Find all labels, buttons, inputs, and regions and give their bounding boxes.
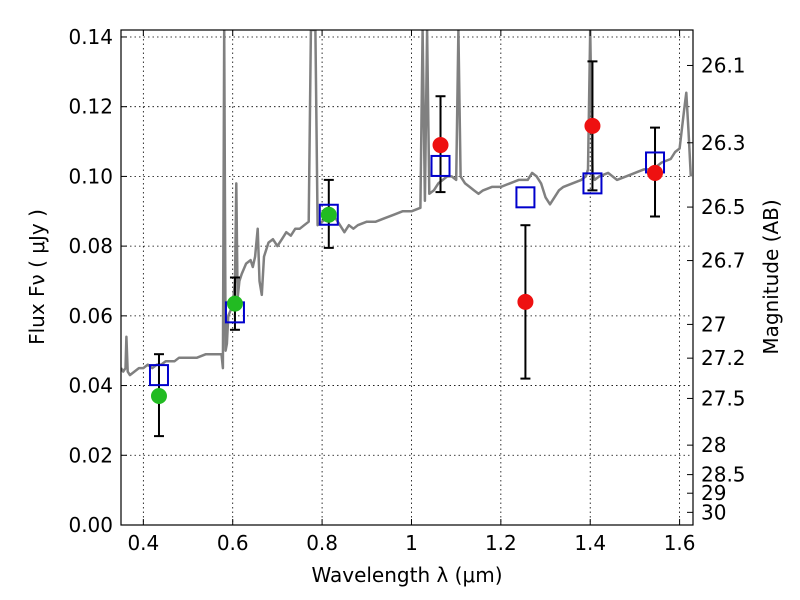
model-photometry-point xyxy=(582,172,603,195)
y2-tick-label: 26.5 xyxy=(701,195,746,219)
y2-tick-label: 27.5 xyxy=(701,386,746,410)
observed-photometry-point xyxy=(320,206,337,223)
y2-tick-label: 28.5 xyxy=(701,463,746,487)
y-tick-label: 0.02 xyxy=(68,443,113,467)
y-tick-label: 0.06 xyxy=(68,304,113,328)
y-tick-label: 0.00 xyxy=(68,513,113,537)
x-tick-label: 0.6 xyxy=(217,531,249,555)
y2-tick-label: 26.3 xyxy=(701,131,746,155)
y-tick-label: 0.12 xyxy=(68,95,113,119)
model-photometry-point xyxy=(430,154,451,177)
x-tick-label: 0.8 xyxy=(306,531,338,555)
y-tick-label: 0.08 xyxy=(68,234,113,258)
x-tick-label: 1 xyxy=(405,531,418,555)
model-photometry-point xyxy=(318,203,339,226)
x-tick-label: 0.4 xyxy=(127,531,159,555)
y2-tick-label: 26.1 xyxy=(701,53,746,77)
y-axis-label: Flux Fν ( μJy ) xyxy=(25,209,49,345)
y2-tick-label: 30 xyxy=(701,500,726,524)
observed-photometry-point xyxy=(226,295,243,312)
y2-tick-label: 28 xyxy=(701,433,726,457)
model-photometry-point xyxy=(515,186,536,209)
y2-axis-label: Magnitude (AB) xyxy=(759,199,783,354)
plot-area xyxy=(121,30,693,438)
y2-tick-label: 29 xyxy=(701,481,726,505)
y2-tick-label: 27 xyxy=(701,312,726,336)
observed-photometry-point xyxy=(647,164,664,181)
observed-photometry-point xyxy=(432,137,449,154)
x-tick-label: 1.6 xyxy=(664,531,696,555)
y2-tick-label: 27.2 xyxy=(701,346,746,370)
x-tick-label: 1.4 xyxy=(574,531,606,555)
plot-frame xyxy=(120,29,694,526)
model-photometry-point xyxy=(148,364,169,387)
model-spectrum-line xyxy=(121,30,693,377)
y-tick-label: 0.14 xyxy=(68,25,113,49)
x-tick-label: 1.2 xyxy=(485,531,517,555)
y2-tick-label: 26.7 xyxy=(701,249,746,273)
y-tick-label: 0.04 xyxy=(68,374,113,398)
observed-photometry-point xyxy=(150,388,167,405)
y-tick-label: 0.10 xyxy=(68,164,113,188)
x-axis-label: Wavelength λ (μm) xyxy=(311,563,502,587)
observed-photometry-point xyxy=(584,117,601,134)
observed-photometry-point xyxy=(517,293,534,310)
axis-ticks xyxy=(121,30,693,526)
